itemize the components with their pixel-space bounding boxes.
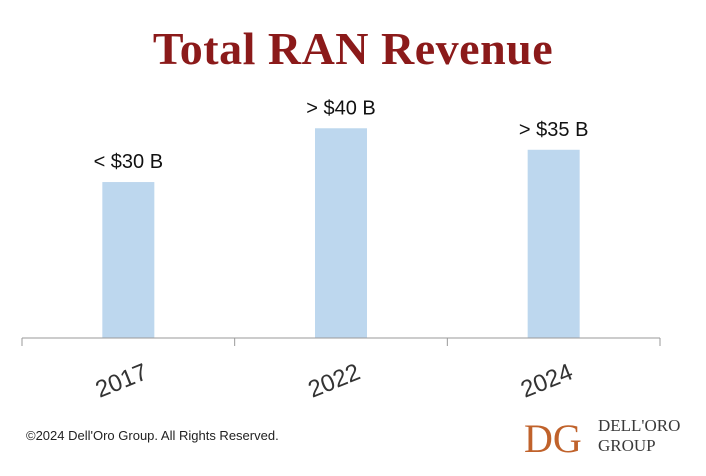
bar-group bbox=[102, 128, 580, 338]
data-label-2022: > $40 B bbox=[306, 97, 376, 119]
dg-monogram-icon: DG bbox=[524, 416, 582, 461]
copyright-text: ©2024 Dell'Oro Group. All Rights Reserve… bbox=[26, 428, 279, 443]
data-label-2017: < $30 B bbox=[94, 151, 164, 173]
data-label-group: < $30 B > $40 B > $35 B bbox=[94, 97, 589, 173]
dell-oro-logo: DG DELL'ORO GROUP bbox=[520, 412, 690, 462]
x-axis bbox=[21, 337, 661, 346]
x-tick-label-group: 2017 2022 2024 bbox=[92, 359, 577, 404]
logo-line-2: GROUP bbox=[598, 436, 656, 455]
logo-line-1: DELL'ORO bbox=[598, 416, 681, 435]
bar-2017 bbox=[102, 182, 155, 338]
x-tick-label-2022: 2022 bbox=[304, 359, 364, 404]
logo-wordmark: DELL'ORO GROUP bbox=[598, 416, 680, 456]
bar-2024 bbox=[527, 149, 580, 338]
data-label-2024: > $35 B bbox=[519, 119, 589, 141]
bar-2022 bbox=[315, 128, 367, 338]
chart-title: Total RAN Revenue bbox=[152, 23, 554, 74]
x-tick-label-2017: 2017 bbox=[92, 359, 152, 404]
x-tick-label-2024: 2024 bbox=[517, 359, 577, 404]
logo-mark: DG bbox=[524, 416, 582, 461]
